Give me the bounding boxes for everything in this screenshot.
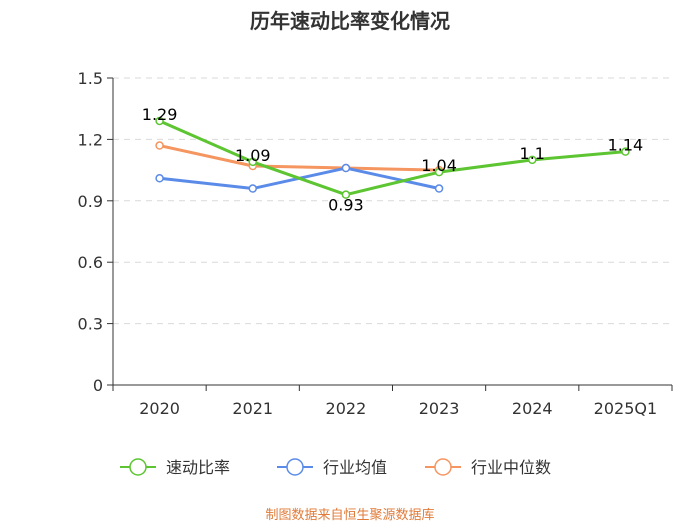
x-tick-label: 2025Q1: [594, 399, 658, 418]
x-tick-label: 2021: [232, 399, 273, 418]
data-point: [341, 163, 351, 173]
y-tick-label: 0.9: [78, 192, 103, 211]
data-point: [248, 157, 257, 167]
legend-marker-circle: [434, 458, 452, 476]
chart-title: 历年速动比率变化情况: [250, 9, 450, 33]
legend-label: 速动比率: [166, 458, 230, 477]
x-tick-label: 2023: [419, 399, 460, 418]
legend-label: 行业中位数: [471, 458, 551, 477]
data-point: [155, 116, 164, 126]
legend-marker-circle: [286, 458, 304, 476]
x-tick-label: 2024: [512, 399, 553, 418]
data-point: [434, 184, 444, 193]
x-tick-label: 2020: [139, 399, 180, 418]
y-tick-label: 1.5: [78, 69, 103, 88]
data-point: [248, 184, 257, 193]
data-label: 1.14: [608, 136, 644, 155]
y-tick-label: 1.2: [78, 130, 103, 149]
data-label: 1.04: [421, 156, 457, 175]
series-line: [159, 144, 440, 172]
y-tick-label: 0.6: [78, 253, 103, 272]
data-label: 1.09: [235, 146, 271, 165]
x-tick-label: 2022: [326, 399, 367, 418]
y-tick-label: 0: [93, 376, 103, 395]
data-point: [155, 141, 164, 150]
data-label: 1.1: [520, 144, 545, 163]
data-label: 0.93: [328, 196, 364, 215]
data-point: [155, 174, 164, 183]
data-label: 1.29: [142, 105, 178, 124]
data-point: [434, 167, 444, 177]
legend-marker-circle: [129, 458, 147, 476]
series-line: [158, 119, 626, 197]
data-point: [341, 190, 351, 199]
data-point: [528, 155, 537, 165]
legend-label: 行业均值: [323, 458, 387, 477]
source-note: 制图数据来自恒生聚源数据库: [265, 507, 434, 523]
data-point: [621, 147, 630, 156]
y-tick-label: 0.3: [78, 315, 103, 334]
